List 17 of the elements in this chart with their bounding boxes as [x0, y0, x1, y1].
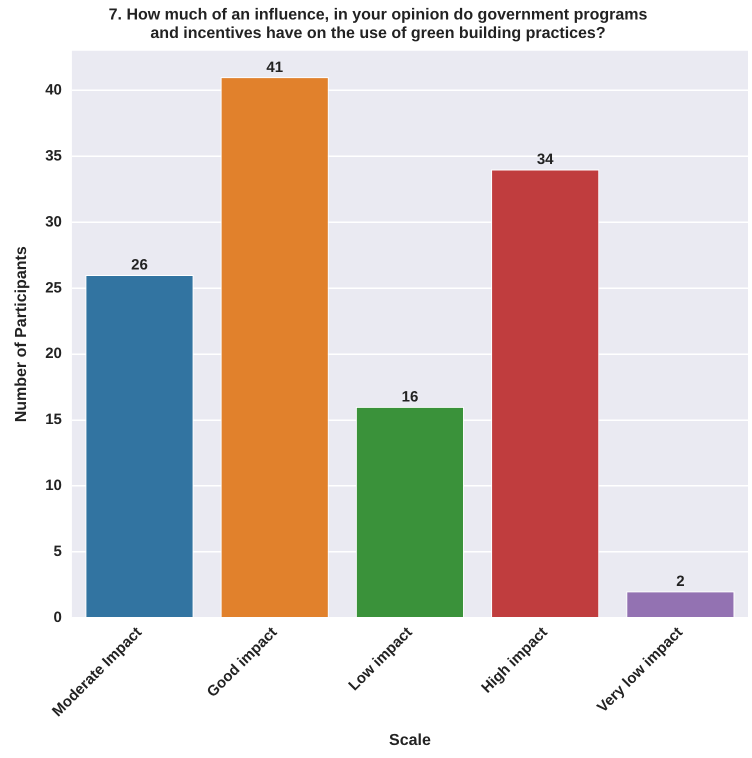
data-label: 41 — [266, 58, 284, 76]
y-tick-label: 30 — [45, 213, 62, 230]
y-tick-label: 20 — [45, 345, 62, 362]
y-tick-label: 5 — [54, 543, 62, 560]
y-tick-label: 25 — [45, 279, 62, 296]
y-tick-label: 0 — [54, 608, 62, 626]
x-axis-title: Scale — [389, 732, 431, 749]
y-tick-label: 35 — [45, 147, 62, 164]
data-label: 34 — [536, 151, 554, 168]
data-label: 2 — [676, 573, 685, 590]
y-tick-label: 10 — [45, 477, 62, 494]
data-label: 26 — [131, 256, 148, 274]
data-label: 16 — [402, 388, 418, 406]
chart-title: 7. How much of an influence, in your opinion do government programs and incentives have on the use of green building practices? — [108, 6, 648, 42]
y-tick-label: 40 — [45, 82, 62, 98]
y-axis-title: Number of Participants — [13, 246, 30, 422]
y-tick-label: 15 — [45, 411, 62, 428]
